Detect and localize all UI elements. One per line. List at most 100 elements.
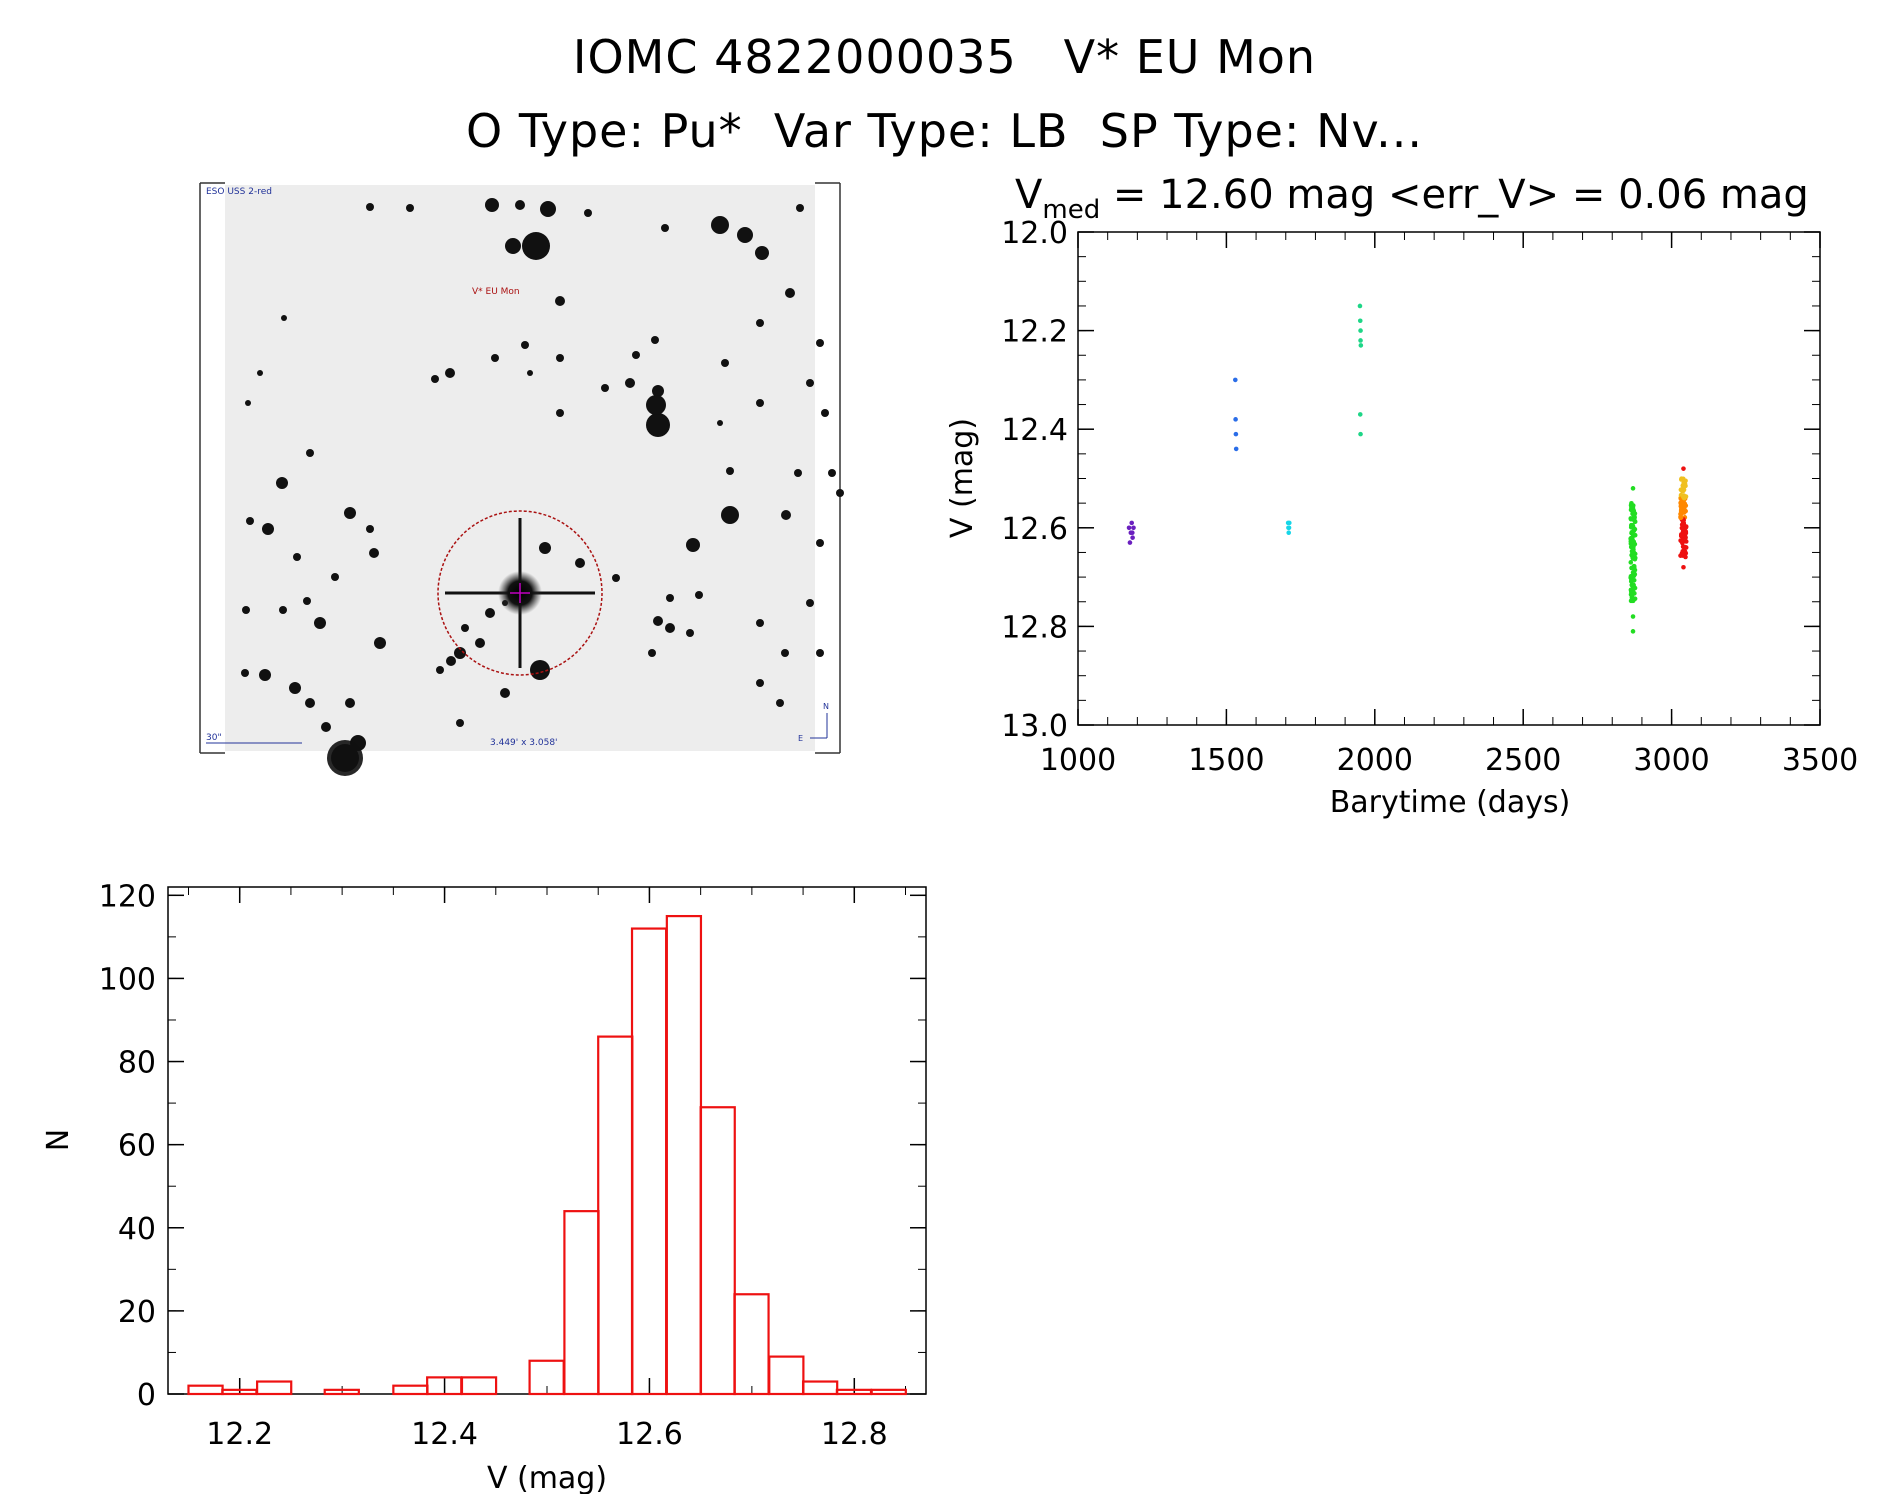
- lc-point-epoch6: [1678, 492, 1684, 498]
- lc-point-epoch3: [1286, 525, 1292, 531]
- lc-point-epoch5: [1629, 524, 1635, 529]
- lc-point-epoch5: [1632, 596, 1638, 601]
- lc-point-epoch5: [1630, 596, 1636, 601]
- hist-bar: [187, 1384, 224, 1396]
- field-star: [821, 409, 829, 417]
- field-star: [281, 315, 287, 321]
- lc-point-epoch6: [1682, 531, 1687, 537]
- hist-ylabel: N: [41, 1129, 76, 1151]
- lc-point-epoch5: [1631, 528, 1637, 534]
- hist-bar: [768, 1355, 805, 1396]
- lc-point-epoch5: [1630, 550, 1636, 556]
- lc-point-epoch4: [1358, 343, 1364, 348]
- lc-point-epoch5: [1629, 552, 1634, 558]
- lc-xtick-label: 1000: [1040, 743, 1116, 778]
- lc-point-epoch6: [1679, 506, 1685, 512]
- field-star: [279, 606, 287, 614]
- lc-point-epoch6: [1678, 533, 1684, 539]
- field-star: [816, 539, 824, 547]
- lc-point-epoch6: [1680, 529, 1686, 534]
- lc-point-epoch6: [1678, 500, 1684, 505]
- field-star: [456, 719, 464, 727]
- field-star: [625, 378, 635, 388]
- lc-point-epoch6: [1678, 501, 1684, 507]
- hist-xtick-label: 12.8: [821, 1417, 888, 1452]
- field-star: [374, 637, 386, 649]
- lc-point-epoch5: [1630, 555, 1636, 561]
- lc-point-epoch6: [1682, 549, 1688, 554]
- lc-point-epoch5: [1628, 516, 1634, 522]
- lc-point-epoch6: [1681, 552, 1687, 557]
- lc-point-epoch5: [1630, 535, 1635, 540]
- lc-point-epoch5: [1630, 533, 1636, 539]
- lc-point-epoch6: [1681, 495, 1686, 500]
- lc-point-epoch6: [1681, 550, 1686, 556]
- lc-point-epoch5: [1632, 511, 1638, 516]
- lc-point-epoch5: [1632, 551, 1638, 557]
- field-star: [454, 647, 466, 659]
- lc-point-epoch5: [1631, 544, 1636, 549]
- field-star: [306, 449, 314, 457]
- hist-ytick-label: 120: [99, 879, 156, 914]
- lc-point-epoch5: [1628, 575, 1633, 581]
- lc-point-epoch5: [1629, 577, 1634, 582]
- lc-point-epoch6: [1680, 483, 1686, 488]
- field-star: [305, 698, 315, 708]
- lc-ytick-label: 12.4: [1001, 413, 1068, 448]
- lc-point-epoch5: [1630, 525, 1636, 531]
- lc-point-epoch5: [1629, 576, 1635, 582]
- lc-point-epoch5: [1631, 577, 1637, 583]
- hist-bar: [528, 1359, 565, 1396]
- field-star: [327, 740, 363, 776]
- lc-point-epoch5: [1630, 583, 1636, 589]
- lc-point-epoch6: [1682, 482, 1688, 488]
- lc-point-epoch6: [1683, 503, 1689, 508]
- lc-point-epoch5: [1629, 541, 1635, 547]
- lc-point-epoch6: [1679, 538, 1684, 544]
- chart-title-line2: O Type: Pu* Var Type: LB SP Type: Nv...: [465, 104, 1424, 158]
- lc-point-epoch5: [1631, 550, 1637, 555]
- lc-point-epoch6: [1681, 498, 1686, 503]
- field-star: [245, 400, 251, 406]
- lc-title: Vmed = 12.60 mag <err_V> = 0.06 mag: [1015, 172, 1809, 225]
- lc-point-epoch6: [1678, 538, 1683, 543]
- field-star: [530, 660, 550, 680]
- lc-point-epoch6: [1680, 493, 1686, 499]
- lc-axes-frame: [1077, 231, 1821, 726]
- lc-point-epoch6: [1678, 487, 1684, 493]
- field-star: [721, 359, 729, 367]
- lc-point-epoch5: [1632, 518, 1637, 524]
- lc-point-epoch6: [1681, 481, 1687, 486]
- field-star: [491, 354, 499, 362]
- lc-point-epoch2: [1233, 377, 1238, 383]
- lc-point-epoch5: [1632, 519, 1638, 525]
- lc-point-epoch6: [1680, 516, 1686, 522]
- lc-point-epoch5: [1631, 539, 1637, 545]
- target-label: V* EU Mon: [472, 287, 520, 297]
- field-star: [527, 370, 533, 376]
- lc-point-epoch5: [1632, 585, 1638, 591]
- lc-point-epoch6: [1681, 518, 1686, 523]
- lc-point-epoch5: [1630, 524, 1636, 529]
- lc-point-epoch6: [1683, 483, 1688, 489]
- lc-point-epoch5: [1631, 548, 1636, 554]
- lc-point-epoch6: [1682, 515, 1688, 520]
- field-star: [369, 548, 379, 558]
- hist-ytick-label: 20: [118, 1295, 156, 1330]
- lc-point-epoch5: [1632, 572, 1638, 577]
- lc-point-epoch6: [1679, 551, 1685, 556]
- lc-point-epoch4: [1358, 431, 1363, 437]
- lc-point-epoch5: [1632, 515, 1637, 520]
- lc-point-epoch5: [1629, 595, 1635, 600]
- lc-point-epoch5: [1631, 565, 1637, 570]
- lc-point-epoch5: [1630, 511, 1635, 517]
- lc-point-epoch6: [1680, 553, 1685, 558]
- lc-point-epoch6: [1683, 530, 1689, 536]
- finder-star-field: [241, 198, 844, 776]
- lc-point-epoch1: [1129, 520, 1135, 526]
- lc-point-epoch6: [1680, 502, 1685, 508]
- target-circle: [437, 510, 603, 676]
- lc-point-epoch5: [1632, 541, 1638, 547]
- lc-point-epoch6: [1680, 544, 1686, 549]
- field-star: [781, 510, 791, 520]
